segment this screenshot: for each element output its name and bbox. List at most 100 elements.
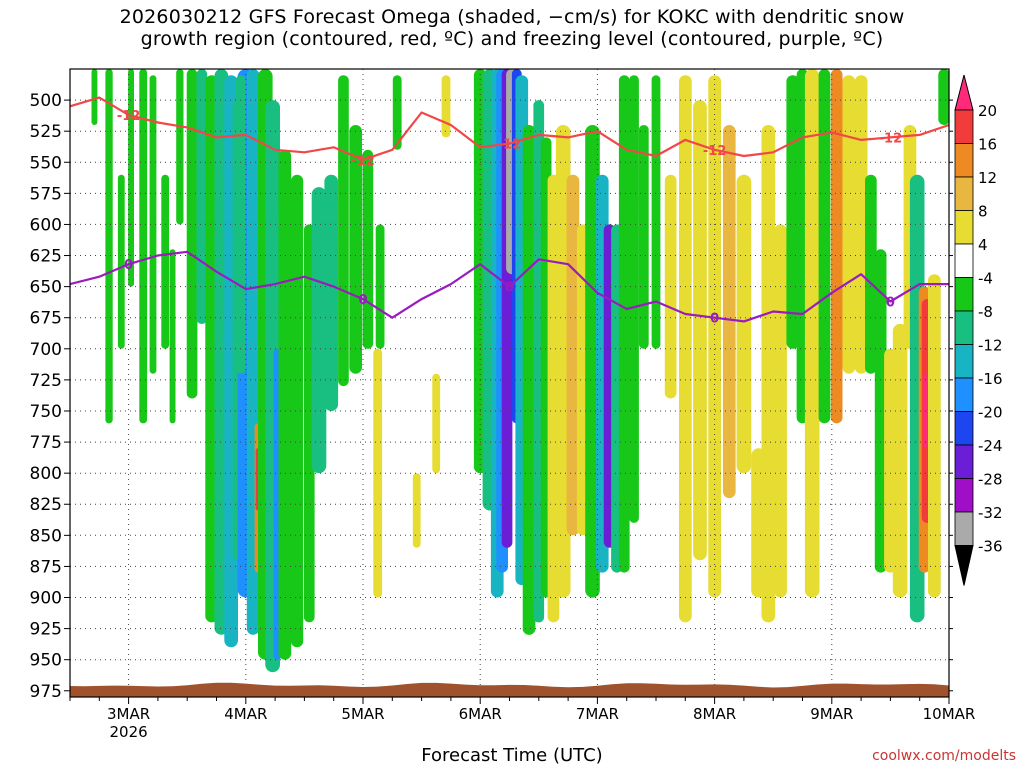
- y-tick-label: 950: [30, 651, 62, 671]
- omega-shade-streak: [736, 174, 752, 474]
- omega-shade-streak: [938, 69, 949, 125]
- omega-shade-streak: [522, 125, 536, 635]
- x-tick-label: 6MAR: [459, 705, 502, 723]
- omega-shading: [91, 69, 949, 673]
- y-tick-label: 875: [30, 557, 62, 577]
- x-tick-label: 5MAR: [341, 705, 384, 723]
- omega-shade-streak: [865, 174, 877, 374]
- colorbar-top-arrow: [954, 74, 974, 111]
- omega-shade-streak: [186, 69, 198, 399]
- omega-shade-streak: [291, 174, 304, 648]
- omega-shade-streak: [324, 174, 339, 411]
- y-tick-label: 925: [30, 620, 62, 640]
- y-tick-label: 500: [30, 91, 62, 111]
- colorbar-label: -16: [978, 370, 1003, 388]
- colorbar-legend: 20 16 12 8 4 -4 -8 -12 -16 -20 -24 -28 -32 -36: [954, 74, 1003, 586]
- y-tick-label: 725: [30, 371, 62, 391]
- colorbar-segment: [954, 210, 974, 245]
- x-tick-label: 8MAR: [693, 705, 736, 723]
- omega-shade-streak: [651, 75, 661, 349]
- contour-line: [70, 250, 949, 323]
- contour-line: [70, 96, 949, 161]
- omega-shade-streak: [818, 69, 831, 424]
- y-tick-label: 750: [30, 402, 62, 422]
- omega-shade-streak: [105, 69, 113, 424]
- omega-shade-streak: [278, 149, 292, 660]
- colorbar-label: -36: [978, 538, 1003, 556]
- omega-shade-streak: [842, 75, 856, 374]
- chart-title: 2026030212 GFS Forecast Omega (shaded, −…: [119, 6, 905, 50]
- colorbar-segment: [954, 478, 974, 513]
- colorbar-label: -32: [978, 504, 1003, 522]
- y-axis: 500 525 550 575 600 625 650 675 700 725 750 775 800 8…: [30, 91, 953, 702]
- y-tick-label: 775: [30, 433, 62, 453]
- omega-shade-streak: [362, 149, 374, 349]
- y-tick-label: 600: [30, 215, 62, 235]
- colorbar-segment: [954, 243, 974, 278]
- y-tick-label: 675: [30, 309, 62, 329]
- y-tick-label: 900: [30, 589, 62, 609]
- colorbar-label: -20: [978, 404, 1003, 422]
- omega-shade-streak: [91, 69, 98, 125]
- colorbar-label: -28: [978, 471, 1003, 489]
- colorbar-segment: [954, 377, 974, 412]
- colorbar-bottom-arrow: [954, 545, 974, 586]
- contour-label: -12: [703, 144, 727, 159]
- colorbar-segment: [954, 444, 974, 479]
- omega-shade-streak: [928, 274, 941, 598]
- contour-label: 0: [710, 312, 719, 327]
- colorbar-segment: [954, 310, 974, 345]
- colorbar-segment: [954, 344, 974, 379]
- y-tick-label: 850: [30, 526, 62, 546]
- colorbar-segment: [954, 176, 974, 211]
- colorbar-segment: [954, 277, 974, 312]
- omega-shade-streak: [349, 125, 362, 374]
- colorbar-label: -8: [978, 303, 993, 321]
- contour-label: 0: [124, 258, 133, 273]
- omega-shade-streak: [722, 125, 736, 499]
- omega-shade-streak: [338, 75, 349, 387]
- colorbar-label: 4: [978, 236, 988, 254]
- colorbar-label: -4: [978, 270, 993, 288]
- omega-shade-streak: [432, 373, 441, 474]
- omega-shade-streak: [854, 75, 868, 374]
- ground-fill: [70, 682, 949, 697]
- contour-label: -12: [117, 109, 141, 124]
- colorbar-segment: [954, 511, 974, 546]
- credit-text: coolwx.com/modelts: [872, 748, 1016, 764]
- contour-label: -12: [498, 138, 522, 153]
- temperature-contours: -12 -12 -12 -12 -12 0 0 0 0 0: [70, 96, 949, 327]
- omega-shade-streak: [830, 69, 843, 424]
- colorbar-label: -24: [978, 437, 1003, 455]
- y-tick-label: 525: [30, 122, 62, 142]
- contour-label: 0: [505, 281, 514, 296]
- x-axis-label: Forecast Time (UTC): [421, 745, 603, 766]
- x-tick-label: 7MAR: [576, 705, 619, 723]
- omega-shade-streak: [441, 75, 451, 138]
- contour-label: 0: [358, 293, 367, 308]
- y-tick-label: 625: [30, 247, 62, 267]
- contour-label: 0: [886, 296, 895, 311]
- colorbar-segment: [954, 109, 974, 144]
- y-tick-label: 700: [30, 340, 62, 360]
- contour-label: -12: [351, 154, 375, 169]
- omega-shade-streak: [139, 69, 148, 424]
- x-tick-label: 4MAR: [224, 705, 267, 723]
- contour-label: -12: [879, 131, 903, 146]
- y-tick-label: 575: [30, 184, 62, 204]
- colorbar-segment: [954, 411, 974, 446]
- y-tick-label: 825: [30, 495, 62, 515]
- omega-shade-streak: [638, 125, 649, 349]
- omega-shade-streak: [311, 187, 327, 474]
- omega-shade-streak: [629, 75, 639, 523]
- omega-shade-streak: [761, 125, 776, 623]
- colorbar-label: 16: [978, 136, 997, 154]
- colorbar-label: 12: [978, 169, 997, 187]
- y-tick-label: 550: [30, 153, 62, 173]
- colorbar-label: -12: [978, 337, 1003, 355]
- omega-shade-streak: [161, 174, 170, 349]
- colorbar-label: 8: [978, 203, 988, 221]
- omega-shade-streak: [618, 75, 630, 573]
